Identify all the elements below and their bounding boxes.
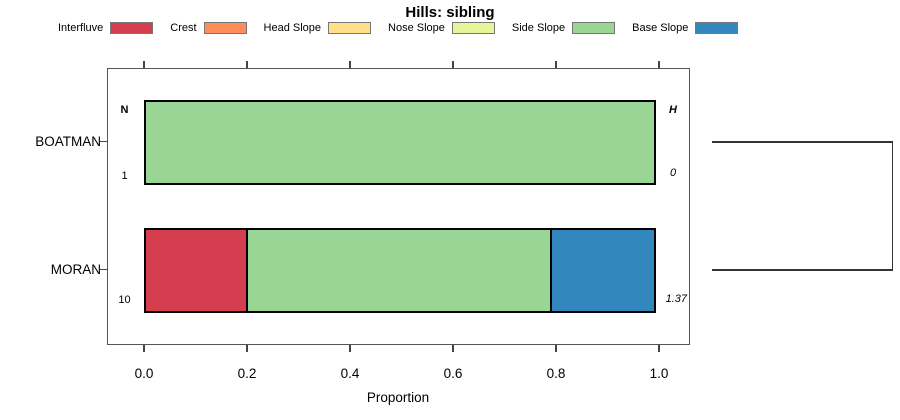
bar-segment-base-slope: [552, 230, 654, 311]
x-axis-tick-bottom: [246, 345, 248, 352]
legend-swatch-side-slope: [572, 22, 616, 34]
y-axis-tick: [100, 141, 107, 143]
legend: Interfluve Crest Head Slope Nose Slope S…: [58, 22, 739, 34]
legend-swatch-interfluve: [110, 22, 154, 34]
x-axis-tick-top: [555, 61, 557, 68]
x-axis-tick-label: 1.0: [649, 366, 669, 381]
dendrogram-branch-moran: [712, 269, 893, 271]
x-axis-tick-bottom: [143, 345, 145, 352]
annotation-moran-h: 1.37: [665, 293, 687, 305]
y-label-boatman: BOATMAN: [35, 134, 101, 149]
bar-segment-interfluve: [146, 230, 248, 311]
bar-segment-side-slope: [146, 102, 654, 183]
y-label-moran: MORAN: [50, 262, 101, 277]
x-axis-tick-top: [349, 61, 351, 68]
x-axis-title: Proportion: [366, 390, 430, 405]
x-axis-tick-top: [452, 61, 454, 68]
x-axis-tick-label: 0.2: [237, 366, 257, 381]
x-axis-tick-label: 0.8: [546, 366, 566, 381]
legend-label: Head Slope: [263, 22, 322, 34]
annotation-boatman-n: 1: [121, 170, 128, 182]
legend-swatch-base-slope: [695, 22, 739, 34]
legend-item-side-slope: Side Slope: [511, 22, 616, 34]
legend-item-head-slope: Head Slope: [264, 22, 372, 34]
x-axis-tick-bottom: [658, 345, 660, 352]
x-axis-tick-top: [143, 61, 145, 68]
dendrogram-join: [891, 141, 893, 270]
x-axis-tick-top: [658, 61, 660, 68]
annotation-h-header: H: [669, 104, 677, 116]
legend-swatch-nose-slope: [451, 22, 495, 34]
x-axis-tick-label: 0.0: [134, 366, 154, 381]
legend-item-nose-slope: Nose Slope: [388, 22, 495, 34]
legend-label: Side Slope: [511, 22, 566, 34]
x-axis-tick-top: [246, 61, 248, 68]
legend-item-crest: Crest: [170, 22, 247, 34]
legend-label: Nose Slope: [388, 22, 445, 34]
legend-label: Interfluve: [58, 22, 104, 34]
x-axis-tick-bottom: [452, 345, 454, 352]
legend-label: Crest: [170, 22, 197, 34]
annotation-n-header: N: [120, 104, 129, 116]
plot-box: [107, 68, 690, 345]
annotation-moran-n: 10: [118, 294, 131, 306]
bar-moran[interactable]: [144, 228, 656, 313]
annotation-boatman-h: 0: [669, 167, 677, 179]
x-axis-tick-label: 0.6: [443, 366, 463, 381]
legend-item-base-slope: Base Slope: [632, 22, 739, 34]
bar-boatman[interactable]: [144, 100, 656, 185]
bar-segment-side-slope: [247, 230, 553, 311]
legend-swatch-head-slope: [328, 22, 372, 34]
legend-item-interfluve: Interfluve: [58, 22, 154, 34]
legend-label: Base Slope: [632, 22, 689, 34]
dendrogram-branch-boatman: [712, 141, 893, 143]
x-axis-tick-bottom: [349, 345, 351, 352]
legend-swatch-crest: [203, 22, 247, 34]
x-axis-tick-label: 0.4: [340, 366, 360, 381]
x-axis-tick-bottom: [555, 345, 557, 352]
chart-title: Hills: sibling: [405, 4, 495, 21]
y-axis-tick: [100, 269, 107, 271]
